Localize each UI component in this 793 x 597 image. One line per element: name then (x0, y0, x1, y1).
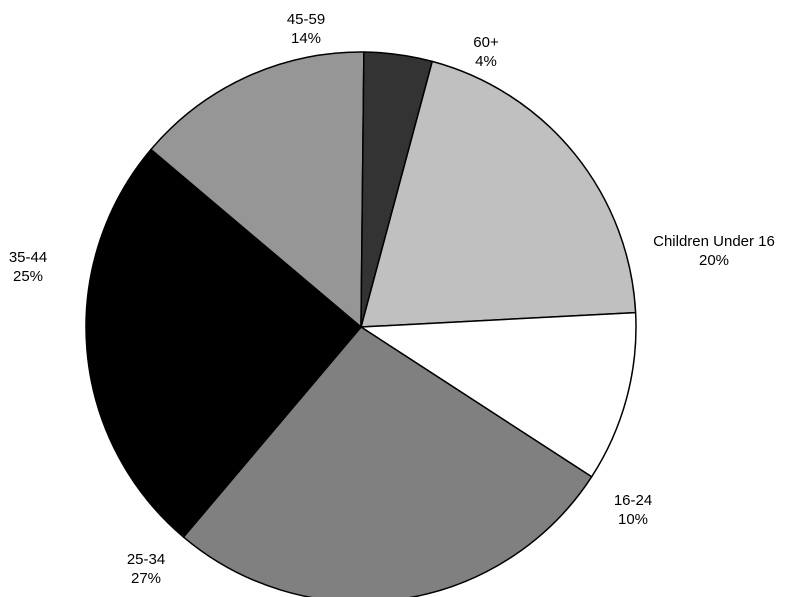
pie-slices (85, 51, 637, 597)
pie-slice-45-59 (150, 51, 365, 328)
slice-label-16-24: 16-24 10% (614, 492, 652, 528)
slice-value-label: 27% (131, 570, 161, 587)
slice-label-children-under-16: Children Under 16 20% (653, 233, 775, 269)
slice-category-label: 25-34 (127, 551, 165, 568)
slice-value-label: 14% (291, 30, 321, 47)
slice-label-25-34: 25-34 27% (127, 551, 165, 587)
pie-slice-60 (360, 51, 433, 328)
slice-label-45-59: 45-59 14% (287, 11, 325, 47)
pie-slice-35-44 (85, 148, 362, 538)
slice-category-label: 16-24 (614, 492, 652, 509)
pie-slice-16-24 (360, 311, 637, 478)
pie-labels: Children Under 16 20% 16-24 10% 25-34 27% 35-4… (9, 11, 775, 587)
slice-label-60: 60+ 4% (473, 34, 499, 70)
pie-slice-25-34 (182, 326, 593, 597)
pie-slice-children-under-16 (360, 60, 637, 328)
slice-value-label: 4% (475, 53, 497, 70)
slice-label-35-44: 35-44 25% (9, 249, 47, 285)
slice-value-label: 25% (13, 268, 43, 285)
slice-value-label: 20% (699, 252, 729, 269)
slice-category-label: 35-44 (9, 249, 47, 266)
slice-category-label: 60+ (473, 34, 499, 51)
slice-value-label: 10% (618, 511, 648, 528)
slice-category-label: 45-59 (287, 11, 325, 28)
slice-category-label: Children Under 16 (653, 233, 775, 250)
